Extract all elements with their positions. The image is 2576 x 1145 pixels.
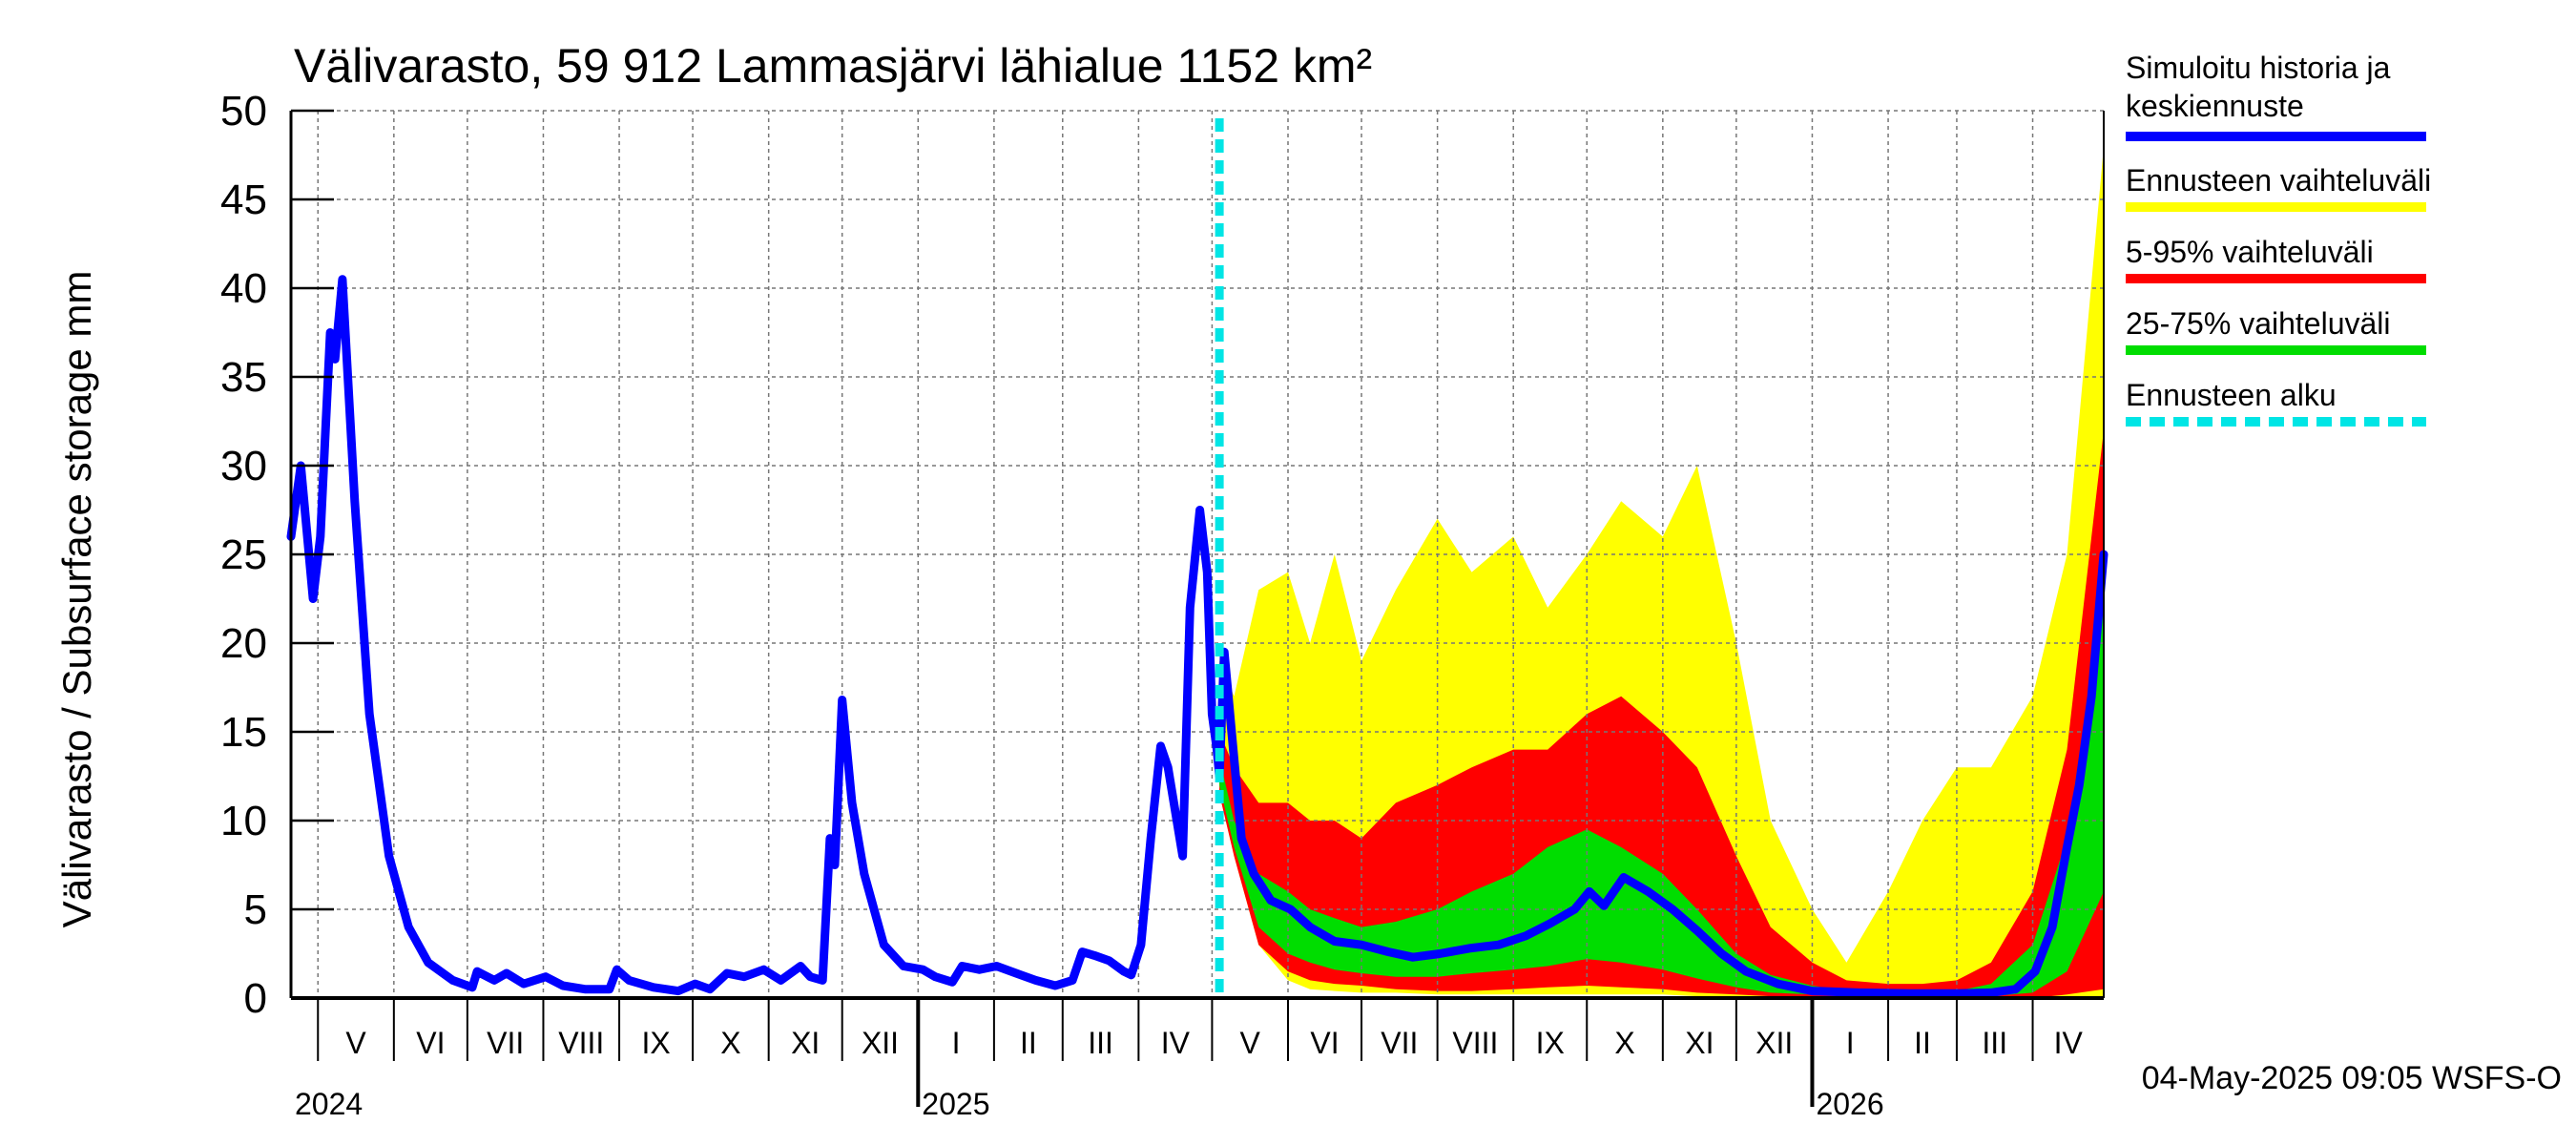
month-label: IX [1536, 1026, 1565, 1060]
month-label: X [720, 1026, 740, 1060]
year-label: 2024 [295, 1087, 363, 1121]
y-tick-label: 10 [220, 798, 267, 844]
month-label: VI [416, 1026, 445, 1060]
y-tick-label: 15 [220, 709, 267, 756]
series [286, 118, 2109, 998]
month-label: V [345, 1026, 366, 1060]
legend-label: Ennusteen alku [2126, 378, 2337, 412]
month-label: III [1982, 1026, 2007, 1060]
y-tick-label: 45 [220, 177, 267, 223]
month-label: X [1614, 1026, 1634, 1060]
month-label: I [1846, 1026, 1855, 1060]
month-label: XII [862, 1026, 899, 1060]
chart-title: Välivarasto, 59 912 Lammasjärvi lähialue… [294, 39, 1372, 93]
band-1 [1219, 429, 2104, 998]
grid [291, 110, 2104, 998]
series-line-0 [286, 275, 2109, 998]
month-label: III [1088, 1026, 1113, 1060]
month-label: XII [1755, 1026, 1793, 1060]
y-tick-label: 25 [220, 531, 267, 578]
legend-label: 25-75% vaihteluväli [2126, 306, 2391, 341]
legend: Simuloitu historia ja keskiennuste Ennuste… [2126, 51, 2431, 427]
month-label: V [1240, 1026, 1261, 1060]
month-label: II [1914, 1026, 1931, 1060]
legend-label: Ennusteen vaihteluväli [2126, 163, 2431, 198]
y-tick-label: 30 [220, 443, 267, 489]
legend-label: Simuloitu historia ja [2126, 51, 2391, 85]
month-label: I [952, 1026, 961, 1060]
y-tick-label: 5 [244, 886, 267, 933]
month-label: VI [1310, 1026, 1339, 1060]
y-axis-label: Välivarasto / Subsurface storage mm [54, 271, 99, 928]
month-label: XI [791, 1026, 820, 1060]
year-label: 2026 [1816, 1087, 1883, 1121]
y-tick-label: 50 [220, 88, 267, 135]
month-label: IV [2054, 1026, 2084, 1060]
month-label: VIII [1452, 1026, 1498, 1060]
month-label: IX [641, 1026, 670, 1060]
forecast-bands [1219, 146, 2104, 998]
band-2 [1219, 590, 2104, 997]
legend-label: 5-95% vaihteluväli [2126, 235, 2374, 269]
footer-timestamp: 04-May-2025 09:05 WSFS-O [2142, 1060, 2562, 1096]
month-label: II [1020, 1026, 1037, 1060]
month-label: XI [1685, 1026, 1714, 1060]
month-label: VII [487, 1026, 524, 1060]
month-label: IV [1161, 1026, 1191, 1060]
y-tick-label: 40 [220, 265, 267, 312]
y-tick-label: 0 [244, 975, 267, 1022]
y-tick-label: 35 [220, 354, 267, 401]
year-label: 2025 [922, 1087, 989, 1121]
y-tick-label: 20 [220, 620, 267, 667]
month-label: VIII [558, 1026, 604, 1060]
legend-label: keskiennuste [2126, 89, 2304, 123]
month-label: VII [1381, 1026, 1418, 1060]
